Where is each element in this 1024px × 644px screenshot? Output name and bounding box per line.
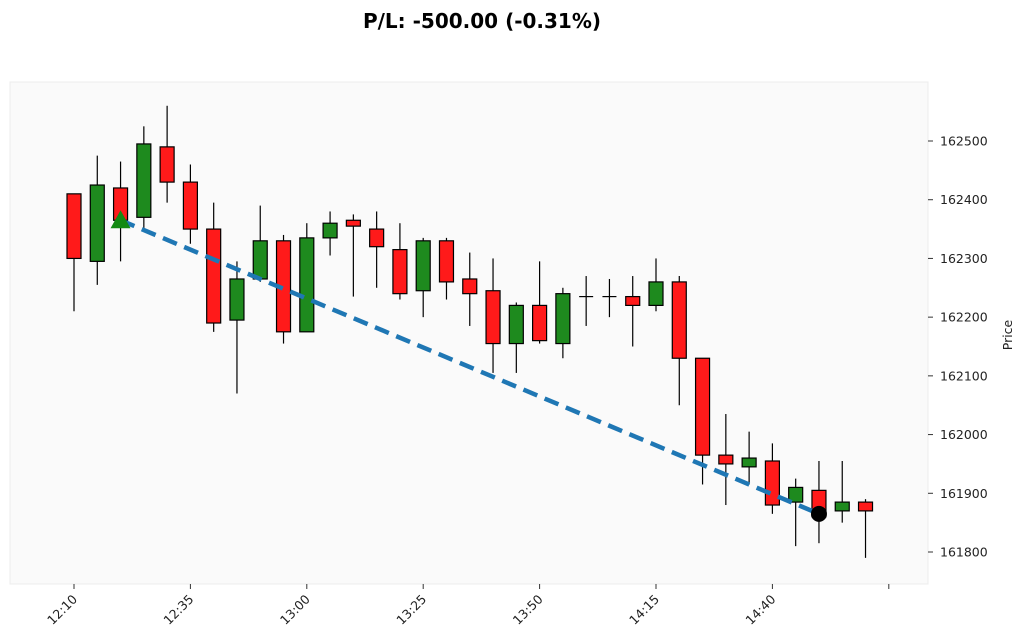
- y-tick-label: 162500: [940, 134, 988, 149]
- candle-body: [718, 454, 734, 465]
- candle: [89, 155, 105, 285]
- candle-body: [648, 281, 664, 306]
- candle: [206, 202, 222, 332]
- y-tick-label: 162300: [940, 251, 988, 266]
- candle-body: [159, 146, 175, 183]
- candle: [182, 164, 198, 244]
- candle-body: [392, 249, 408, 295]
- candle: [648, 258, 664, 312]
- candle: [718, 414, 734, 506]
- candle-body: [531, 304, 548, 342]
- x-tick-label: 12:35: [160, 592, 196, 628]
- candle-body: [788, 486, 804, 503]
- candle-body: [834, 501, 850, 512]
- candle: [508, 302, 524, 373]
- candle-body: [89, 184, 105, 262]
- candles: [66, 105, 874, 558]
- candle: [485, 258, 501, 373]
- candle: [66, 193, 82, 312]
- y-tick-label: 162200: [940, 310, 988, 325]
- candle-body: [625, 295, 641, 307]
- candle-body: [66, 193, 82, 260]
- candle: [788, 478, 804, 547]
- candle-body: [345, 219, 361, 227]
- candle: [136, 126, 152, 233]
- candle-body: [229, 278, 245, 321]
- candle: [579, 276, 594, 326]
- exit-marker: [810, 505, 827, 522]
- candle: [857, 499, 874, 558]
- candle: [531, 261, 548, 344]
- x-tick-label: 14:15: [626, 592, 662, 628]
- candle-body: [322, 222, 338, 239]
- x-tick-label: 12:10: [44, 591, 80, 627]
- candle: [392, 223, 408, 300]
- candle-body: [206, 228, 222, 324]
- candle-body: [182, 181, 198, 230]
- candle-body: [415, 240, 431, 292]
- candle: [275, 234, 292, 344]
- y-tick-label: 161900: [940, 486, 988, 501]
- candle: [625, 276, 641, 347]
- trade-overlay: [110, 210, 827, 522]
- candle: [345, 214, 361, 297]
- candle-body: [136, 143, 152, 218]
- candle: [299, 223, 315, 333]
- candle: [229, 261, 245, 394]
- candle: [741, 431, 757, 485]
- y-tick-label: 162000: [940, 427, 988, 442]
- entry-marker: [110, 210, 131, 229]
- y-axis-label: Price: [1000, 319, 1015, 350]
- x-axis: 12:10 12:35 13:00 13:25 13:50 14:15 14:40: [44, 584, 890, 628]
- candle: [369, 211, 385, 288]
- candle-body: [508, 304, 524, 345]
- x-tick-label: 13:50: [510, 591, 546, 627]
- candle: [322, 211, 338, 256]
- candle-body: [462, 278, 478, 295]
- candle-body: [671, 281, 687, 359]
- candle-body: [485, 290, 501, 345]
- candle: [438, 237, 455, 300]
- y-tick-label: 162100: [940, 368, 988, 383]
- y-tick-label: 161800: [940, 545, 988, 560]
- candle-body: [438, 240, 455, 283]
- candle-body: [741, 457, 757, 468]
- candle-body: [252, 240, 268, 280]
- x-tick-label: 13:00: [277, 591, 313, 627]
- candle-body: [694, 357, 711, 456]
- candle: [555, 287, 571, 359]
- x-tick-label: 13:25: [393, 592, 429, 628]
- candle-body: [857, 501, 874, 512]
- candle-body: [369, 228, 385, 248]
- x-tick-label: 14:40: [742, 591, 778, 627]
- chart-title: P/L: -500.00 (-0.31%): [363, 9, 601, 33]
- candle: [415, 237, 431, 318]
- candle-body: [555, 293, 571, 345]
- candle: [159, 105, 175, 203]
- trend-line: [119, 218, 820, 516]
- y-tick-label: 162400: [940, 192, 988, 207]
- candle: [462, 252, 478, 326]
- candle: [602, 278, 617, 318]
- candle-body: [299, 237, 315, 333]
- candle: [671, 276, 687, 406]
- y-axis: 161800 161900 162000 162100 162200 162300 1624…: [928, 134, 988, 560]
- candle: [834, 460, 850, 523]
